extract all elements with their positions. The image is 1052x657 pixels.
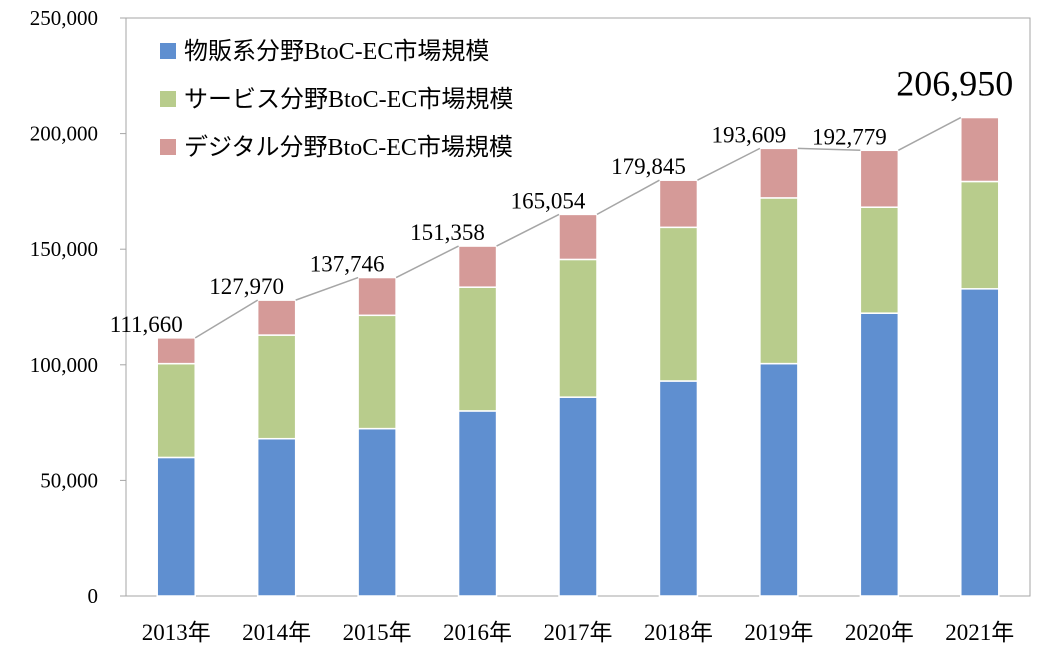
x-tick-label: 2018年 — [644, 620, 713, 645]
trend-line-segment — [596, 179, 660, 216]
trend-line-segment — [797, 147, 861, 152]
bar-segment-s0[interactable] — [558, 396, 598, 597]
bar-segment-s1[interactable] — [558, 258, 598, 398]
legend-label-s2: デジタル分野BtoC-EC市場規模 — [184, 134, 513, 161]
bar-segment-s0[interactable] — [357, 427, 397, 597]
bar-segment-s1[interactable] — [357, 314, 397, 430]
bar-segment-s0[interactable] — [658, 380, 699, 597]
bar-segment-s1[interactable] — [759, 197, 799, 365]
y-tick-label: 100,000 — [30, 353, 98, 377]
bar-segment-s2[interactable] — [357, 276, 397, 317]
total-data-label: 165,054 — [511, 188, 586, 213]
total-data-label: 151,358 — [410, 220, 485, 245]
bar-segment-s2[interactable] — [256, 299, 297, 336]
x-tick-label: 2015年 — [343, 620, 412, 645]
bar-segment-s1[interactable] — [658, 226, 699, 382]
bar-segment-s1[interactable] — [960, 180, 1000, 290]
x-tick-label: 2021年 — [945, 620, 1014, 645]
total-data-label: 111,660 — [110, 312, 183, 337]
trend-line-segment — [496, 213, 560, 247]
y-tick-label: 200,000 — [30, 122, 98, 146]
trend-line-segment — [295, 276, 359, 301]
total-data-label: 127,970 — [209, 274, 284, 299]
trend-line-segment — [395, 245, 459, 279]
trend-line-segment — [194, 299, 259, 339]
y-tick-label: 250,000 — [30, 6, 98, 30]
legend-label-s0: 物販系分野BtoC-EC市場規模 — [184, 38, 489, 65]
x-tick-label: 2020年 — [845, 620, 914, 645]
total-data-label: 192,779 — [812, 124, 887, 149]
bar-segment-s0[interactable] — [457, 410, 498, 597]
x-tick-label: 2019年 — [744, 620, 813, 645]
bar-segment-s0[interactable] — [156, 456, 196, 597]
legend-swatch-s0 — [160, 43, 176, 59]
bar-segment-s0[interactable] — [256, 437, 297, 597]
trend-line-segment — [897, 116, 962, 151]
legend-swatch-s2 — [160, 139, 176, 155]
bar-segment-s2[interactable] — [558, 213, 598, 261]
bar-segment-s1[interactable] — [457, 286, 498, 412]
bar-segment-s1[interactable] — [256, 334, 297, 440]
y-tick-label: 150,000 — [30, 237, 98, 261]
bar-segment-s1[interactable] — [156, 362, 196, 459]
bar-segment-s2[interactable] — [658, 179, 699, 229]
bar-segment-s2[interactable] — [759, 147, 799, 199]
total-data-label: 137,746 — [310, 252, 385, 277]
bar-segment-s0[interactable] — [759, 362, 799, 597]
bar-segment-s2[interactable] — [859, 149, 900, 208]
bar-segment-s2[interactable] — [960, 116, 1000, 183]
x-tick-label: 2017年 — [544, 620, 613, 645]
x-tick-label: 2013年 — [142, 620, 211, 645]
bar-segment-s0[interactable] — [859, 312, 900, 597]
x-tick-label: 2014年 — [242, 620, 311, 645]
total-data-label: 179,845 — [611, 154, 686, 179]
bar-segment-s2[interactable] — [457, 245, 498, 288]
legend-label-s1: サービス分野BtoC-EC市場規模 — [184, 86, 513, 113]
x-tick-label: 2016年 — [443, 620, 512, 645]
legend-swatch-s1 — [160, 91, 176, 107]
y-tick-label: 50,000 — [40, 468, 98, 492]
bar-segment-s2[interactable] — [156, 337, 196, 365]
total-data-label: 193,609 — [712, 122, 787, 147]
total-data-label: 206,950 — [896, 64, 1013, 104]
bar-segment-s1[interactable] — [859, 206, 900, 314]
bar-segment-s0[interactable] — [960, 288, 1000, 597]
trend-line-segment — [697, 147, 761, 181]
y-tick-label: 0 — [88, 584, 99, 608]
